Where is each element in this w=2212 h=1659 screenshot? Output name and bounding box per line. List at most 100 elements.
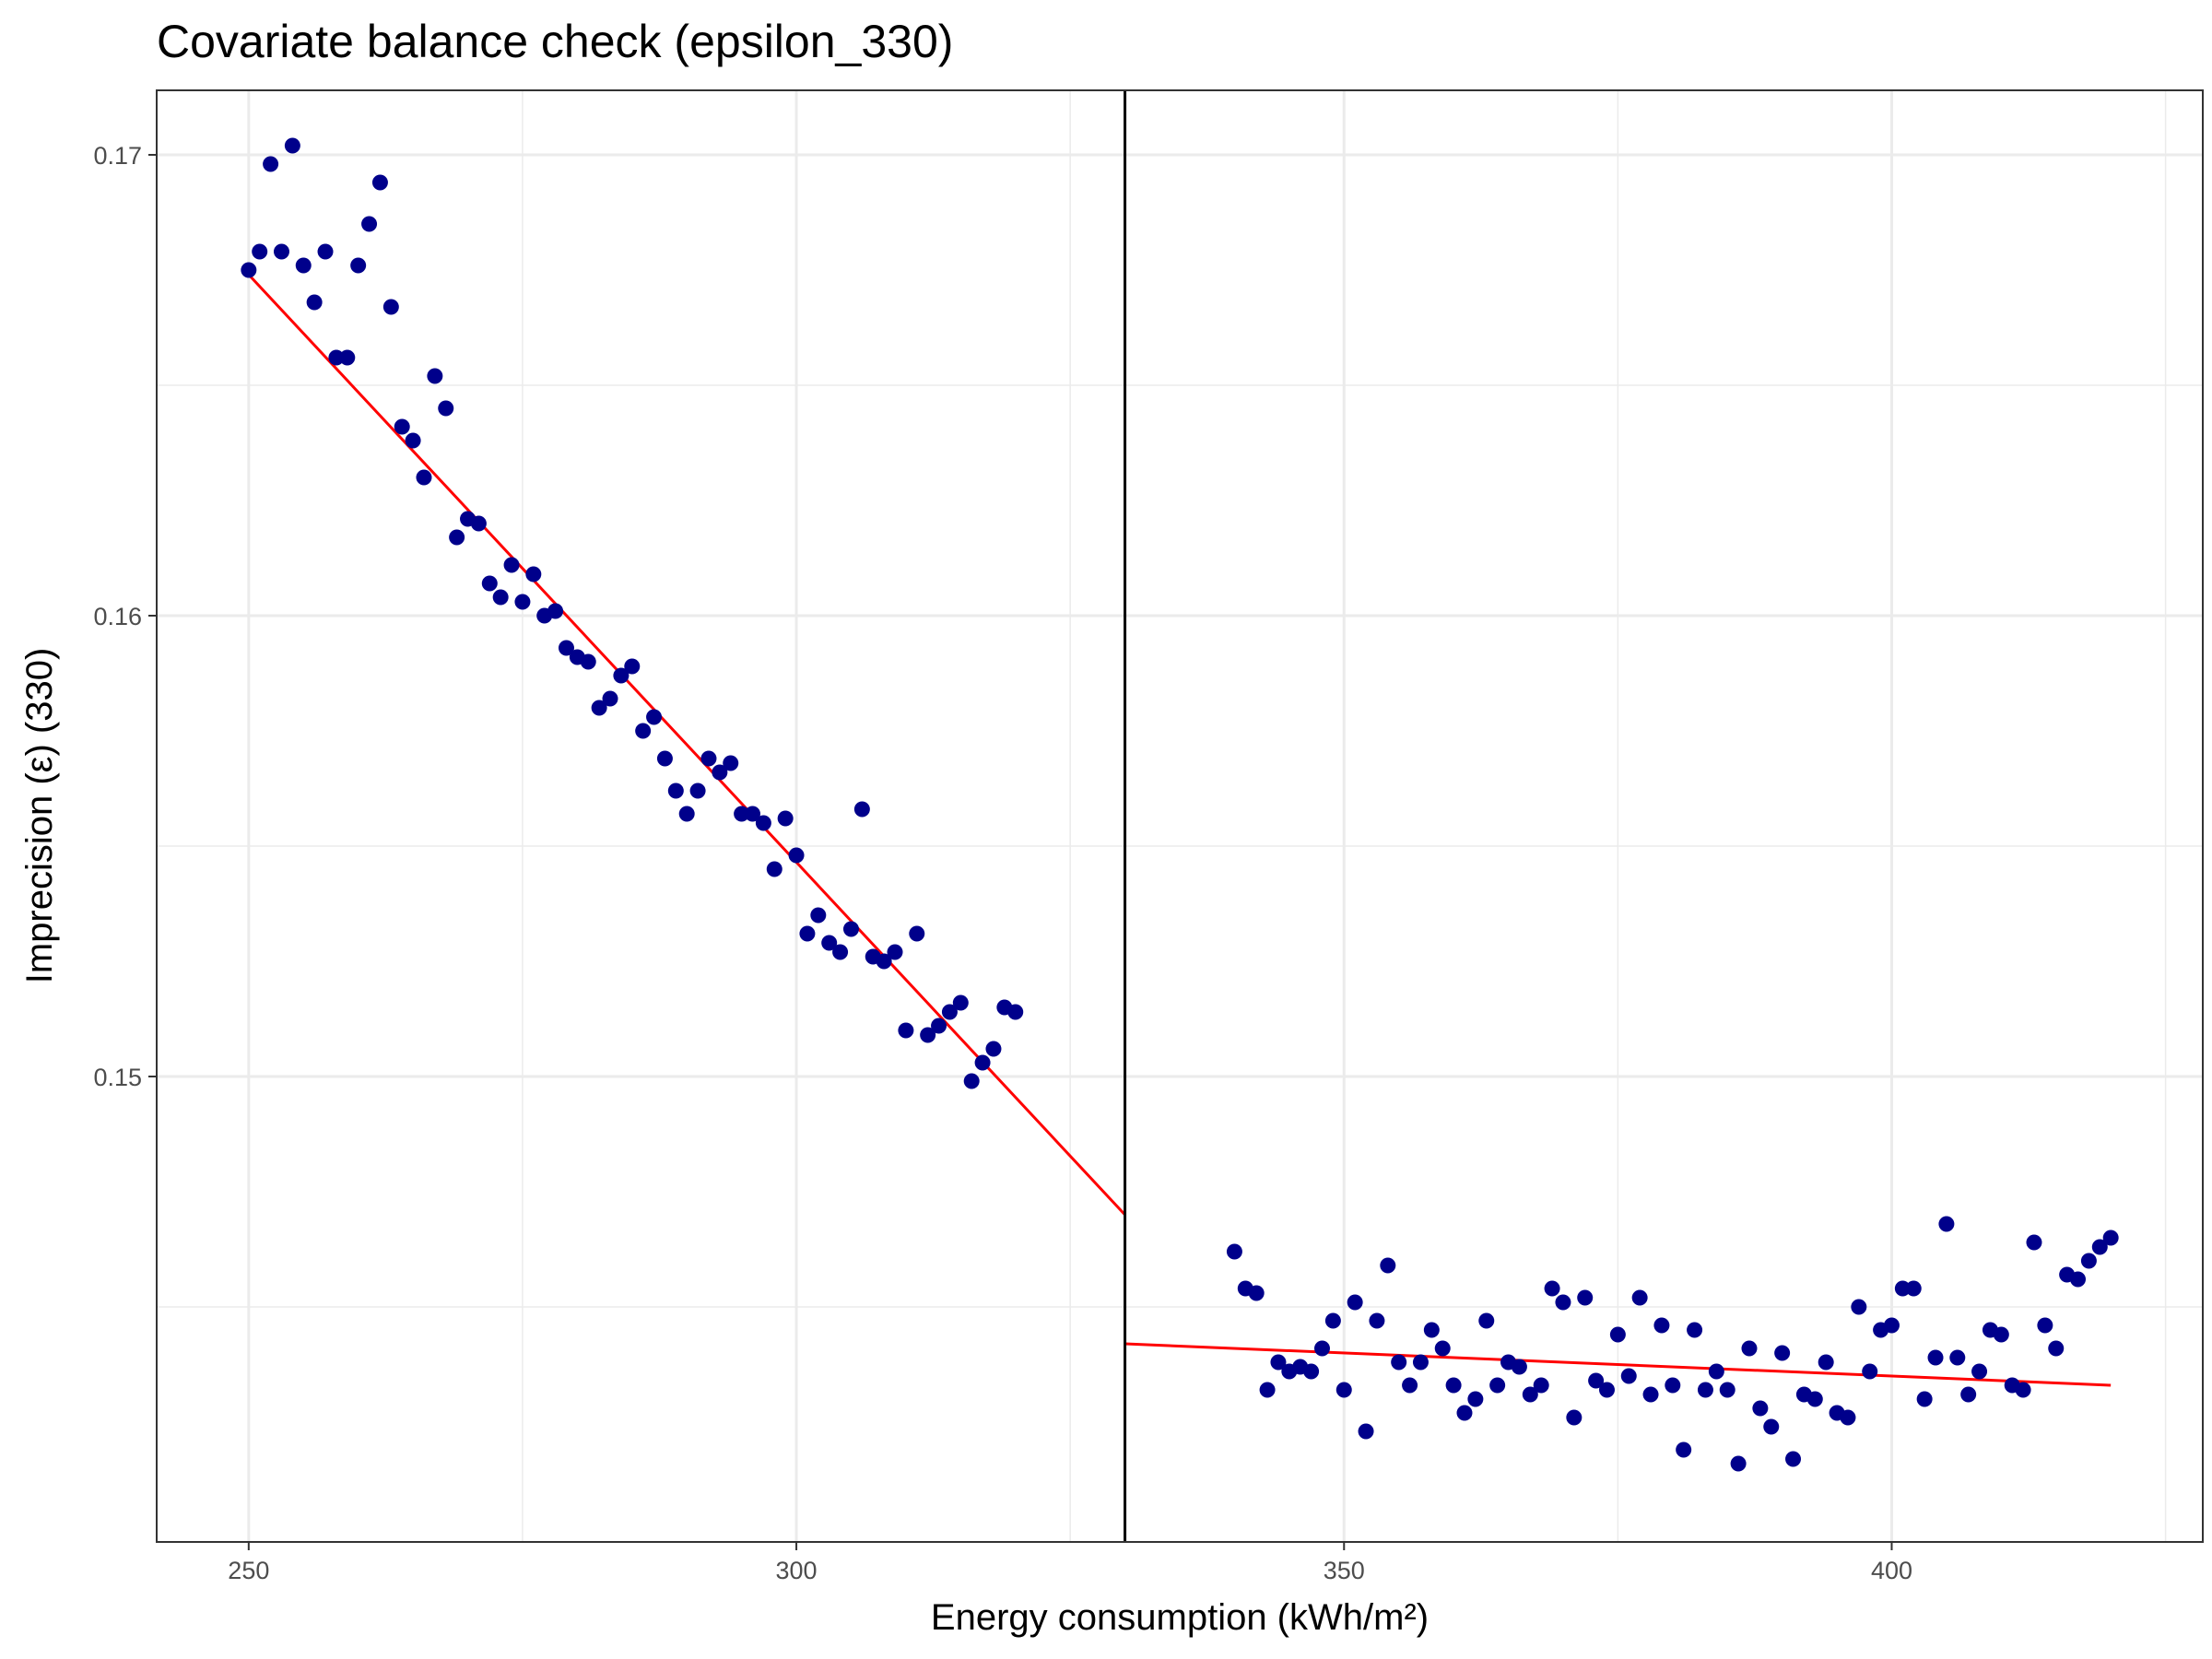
data-point xyxy=(887,944,903,960)
data-point xyxy=(2102,1230,2119,1246)
data-point xyxy=(1840,1409,1856,1426)
data-point xyxy=(1620,1368,1637,1384)
data-point xyxy=(1993,1326,2009,1343)
data-point xyxy=(438,400,454,417)
data-point xyxy=(449,529,465,546)
data-point xyxy=(470,515,487,532)
data-point xyxy=(1456,1405,1473,1421)
minor-gridlines xyxy=(157,90,2203,1542)
data-point xyxy=(371,174,388,191)
data-point xyxy=(1566,1409,1583,1426)
data-point xyxy=(920,1027,936,1043)
data-point xyxy=(1423,1322,1440,1338)
data-point xyxy=(1380,1257,1396,1274)
x-tick-label: 250 xyxy=(228,1557,269,1584)
data-point xyxy=(1741,1340,1758,1357)
data-point xyxy=(667,782,684,799)
data-point xyxy=(273,243,289,260)
data-point xyxy=(306,294,323,311)
data-point xyxy=(678,806,695,822)
data-point xyxy=(1949,1349,1966,1366)
data-point xyxy=(427,368,443,384)
data-point xyxy=(613,667,629,684)
data-point xyxy=(821,935,838,951)
data-point xyxy=(745,806,761,822)
plot-border xyxy=(156,89,2204,1543)
data-point xyxy=(985,1041,1002,1057)
data-point xyxy=(1676,1441,1692,1458)
data-point xyxy=(689,782,706,799)
data-point xyxy=(1785,1451,1802,1467)
data-point xyxy=(1412,1354,1429,1371)
y-axis-title: Imprecision (ε) (330) xyxy=(19,648,60,984)
data-point xyxy=(547,603,564,619)
data-point xyxy=(909,925,925,942)
data-point xyxy=(952,994,969,1011)
data-point xyxy=(1588,1372,1605,1389)
data-point xyxy=(1358,1423,1374,1440)
data-point xyxy=(1774,1345,1791,1361)
data-point xyxy=(1270,1354,1287,1371)
data-point xyxy=(1916,1391,1933,1407)
data-point xyxy=(1489,1377,1506,1394)
data-point xyxy=(1511,1359,1527,1375)
data-point xyxy=(1324,1312,1341,1329)
data-point xyxy=(832,944,849,960)
data-point xyxy=(1533,1377,1549,1394)
data-point xyxy=(755,815,771,831)
data-point xyxy=(263,156,279,172)
data-point xyxy=(1555,1294,1571,1311)
data-point xyxy=(1226,1243,1242,1260)
data-point xyxy=(350,257,367,274)
data-point xyxy=(492,589,509,606)
data-point xyxy=(1259,1382,1276,1398)
data-point xyxy=(405,432,421,449)
data-point xyxy=(558,640,574,656)
data-point xyxy=(2037,1317,2053,1334)
data-point xyxy=(656,750,673,767)
data-point xyxy=(1960,1386,1977,1403)
y-axis-ticks: 0.15 0.16 0.17 xyxy=(93,142,157,1091)
data-point xyxy=(1598,1382,1615,1398)
data-point xyxy=(2048,1340,2065,1357)
y-tick-label: 0.17 xyxy=(93,142,142,170)
data-point xyxy=(2026,1234,2042,1251)
data-point xyxy=(1883,1317,1900,1334)
data-point xyxy=(1248,1285,1265,1301)
data-point xyxy=(712,764,728,781)
data-point xyxy=(1763,1418,1780,1435)
x-tick-label: 400 xyxy=(1871,1557,1912,1584)
major-gridlines xyxy=(157,90,2203,1542)
data-point xyxy=(777,810,794,827)
data-point xyxy=(1862,1363,1878,1380)
data-point xyxy=(1577,1289,1594,1306)
data-point xyxy=(1697,1382,1713,1398)
data-point xyxy=(1544,1280,1560,1297)
x-tick-label: 300 xyxy=(776,1557,818,1584)
data-point xyxy=(295,257,312,274)
data-point xyxy=(788,847,805,864)
data-point xyxy=(931,1018,947,1034)
data-point xyxy=(481,575,498,592)
data-point xyxy=(1313,1340,1330,1357)
data-point xyxy=(1752,1400,1769,1417)
x-tick-label: 350 xyxy=(1324,1557,1365,1584)
data-point xyxy=(853,801,870,818)
data-point xyxy=(525,566,542,582)
data-point xyxy=(514,594,531,610)
data-point xyxy=(723,755,739,771)
data-point xyxy=(1478,1312,1495,1329)
data-point xyxy=(580,653,596,670)
x-axis-ticks: 250 300 350 400 xyxy=(228,1542,1912,1584)
data-point xyxy=(1609,1326,1626,1343)
data-point xyxy=(1905,1280,1922,1297)
data-point xyxy=(1708,1363,1724,1380)
data-point xyxy=(624,658,641,675)
data-point xyxy=(974,1054,991,1071)
data-point xyxy=(898,1022,914,1039)
data-point xyxy=(1806,1391,1823,1407)
data-point xyxy=(1818,1354,1834,1371)
data-point xyxy=(1347,1294,1363,1311)
x-axis-title: Energy consumption (kWh/m²) xyxy=(931,1597,1429,1638)
data-point xyxy=(635,723,652,739)
